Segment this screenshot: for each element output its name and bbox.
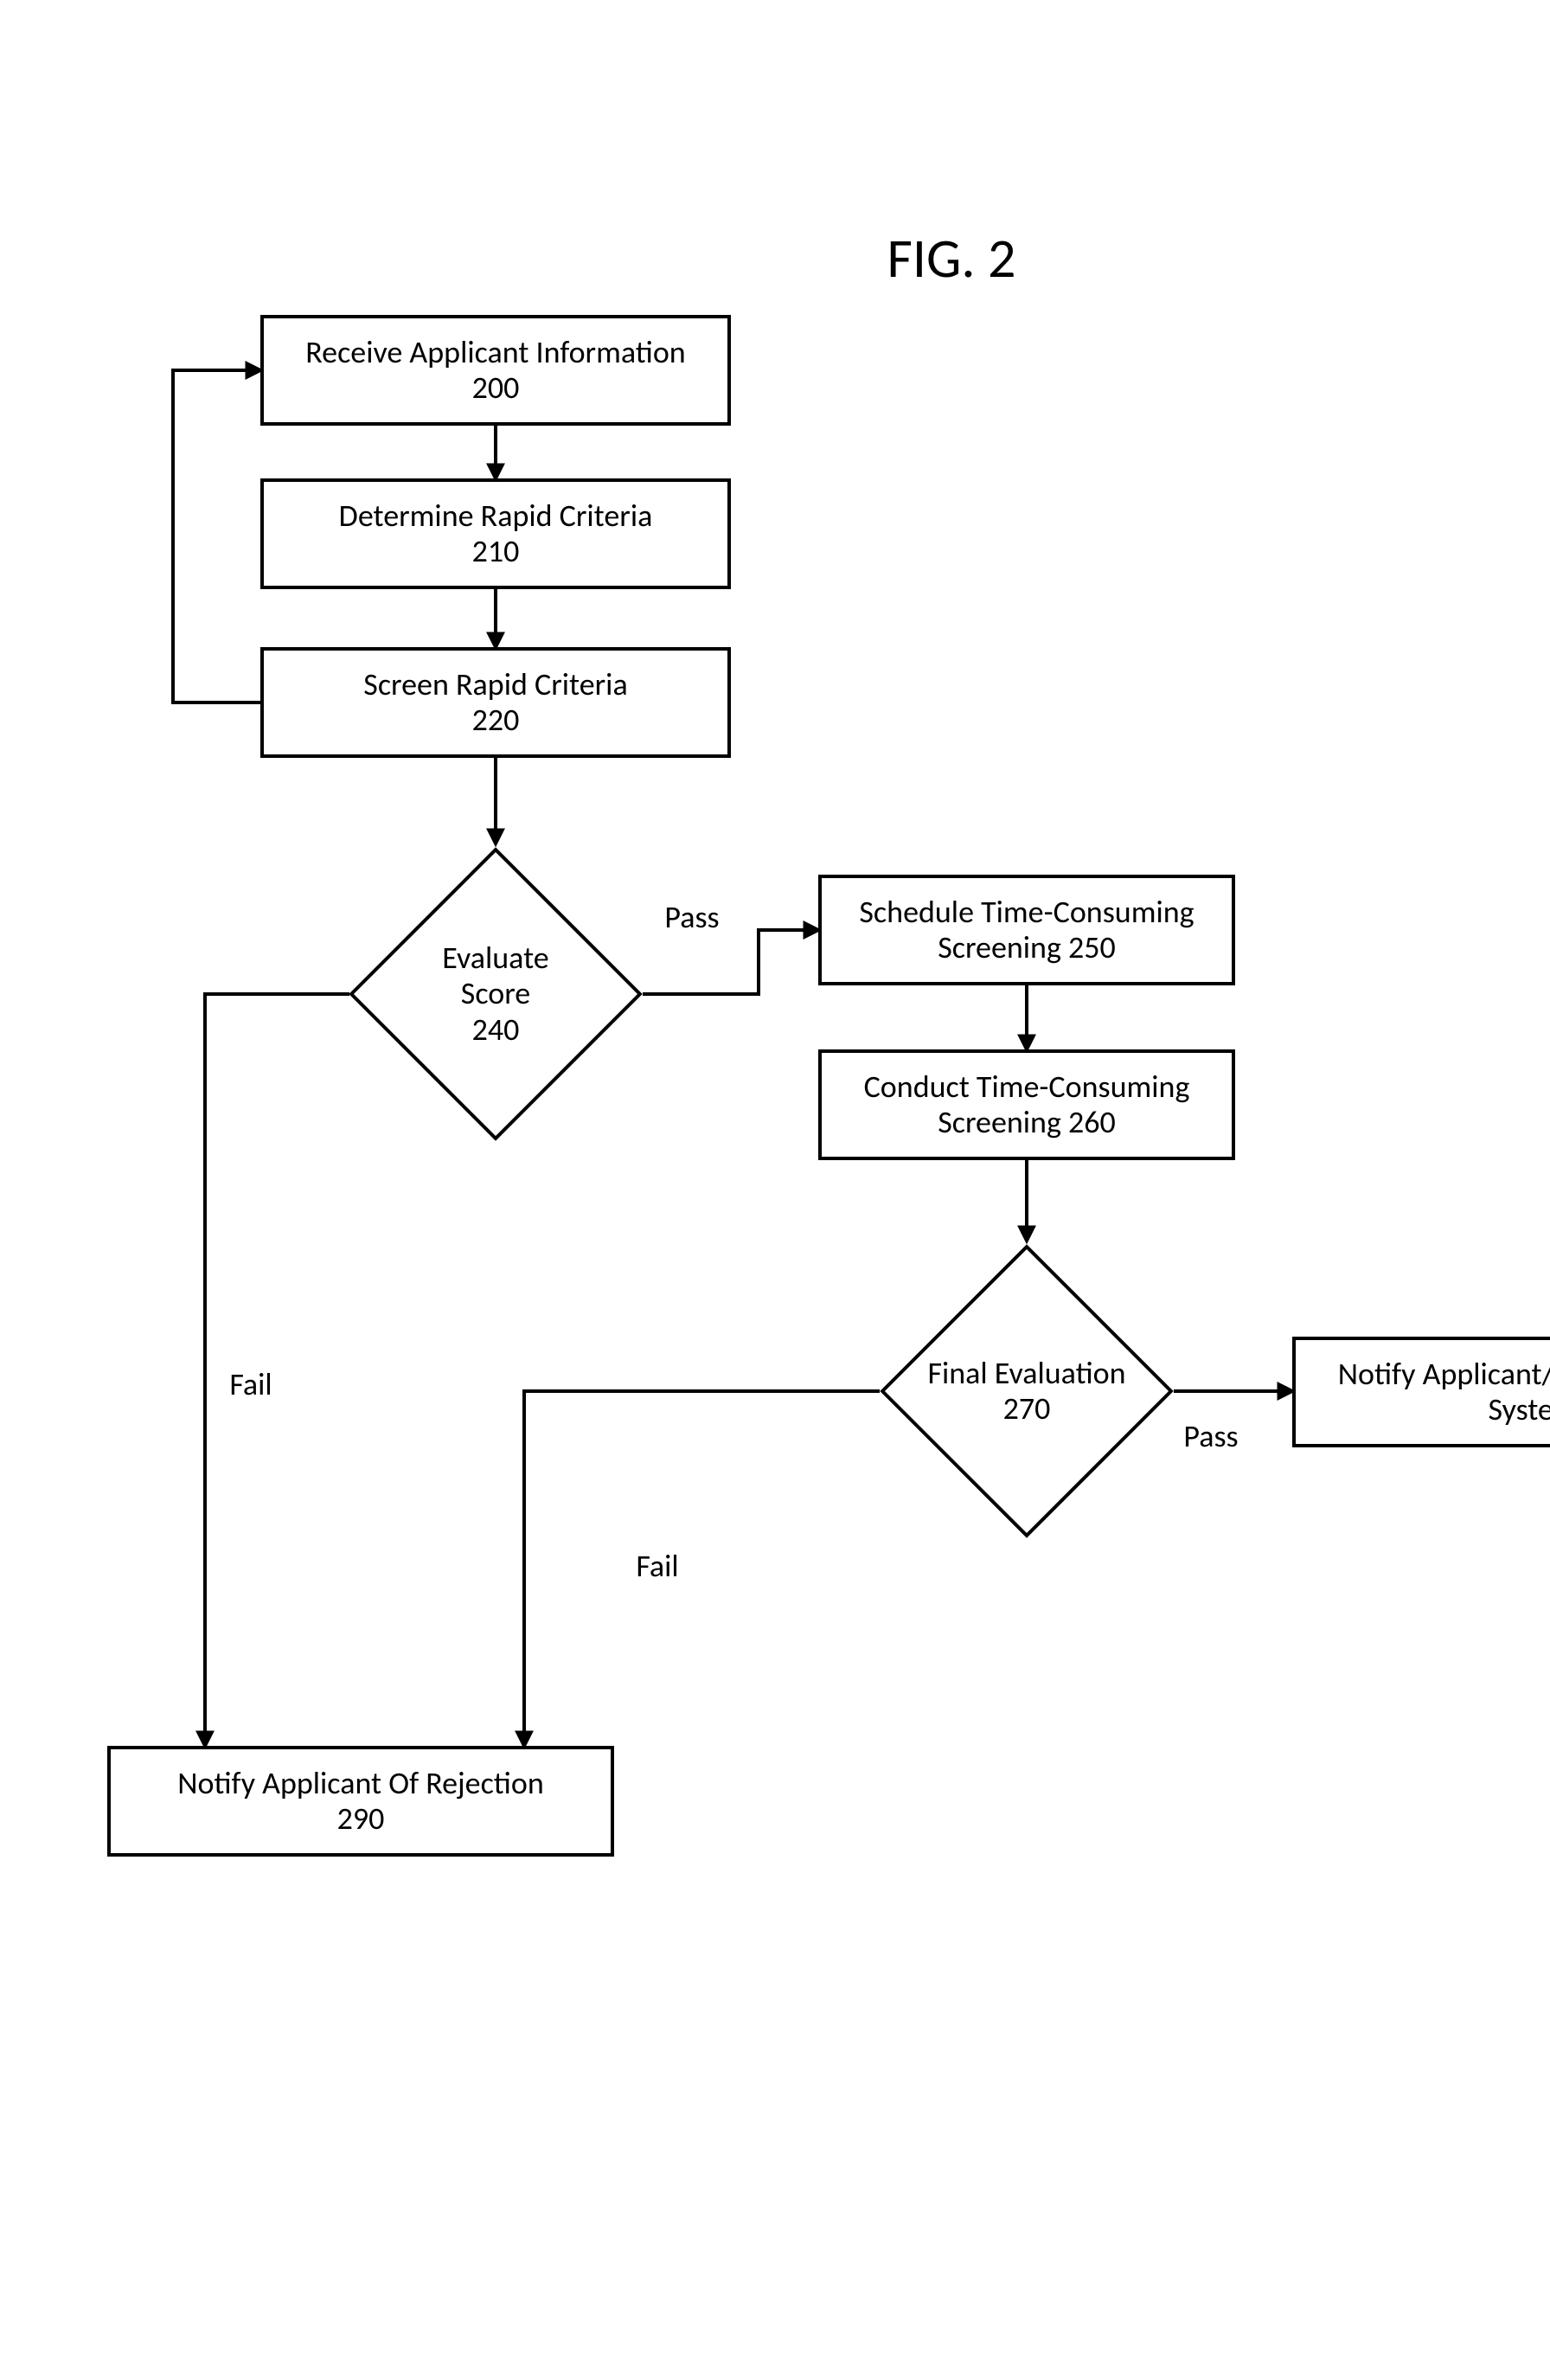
node-determine-rapid-criteria: Determine Rapid Criteria 210 — [260, 478, 731, 589]
node-final-evaluation: Final Evaluation 270 — [923, 1287, 1130, 1495]
node-notify-rejection: Notify Applicant Of Rejection 290 — [107, 1746, 614, 1857]
node-label: Notify Applicant/Pass to Placement — [1338, 1357, 1550, 1392]
node-ref: 290 — [337, 1801, 385, 1837]
edge-label-e270_290_fail: Fail — [636, 1547, 678, 1585]
node-label: Receive Applicant Information — [305, 335, 685, 370]
figure-title: FIG. 2 — [778, 225, 1124, 292]
node-ref: 270 — [1003, 1391, 1051, 1427]
node-evaluate-score: Evaluate Score 240 — [392, 890, 599, 1098]
edge-e270_290_fail — [524, 1391, 880, 1746]
node-label: Score — [461, 976, 530, 1011]
node-conduct-screening: Conduct Time-Consuming Screening 260 — [818, 1049, 1235, 1160]
flowchart-stage: FIG. 2 Receive Applicant Information 200… — [0, 0, 1550, 2380]
node-notify-pass-placement: Notify Applicant/Pass to Placement Syste… — [1292, 1337, 1550, 1447]
node-ref: 200 — [472, 370, 520, 406]
node-label: Determine Rapid Criteria — [339, 498, 653, 534]
node-label: Conduct Time-Consuming — [864, 1069, 1190, 1105]
node-ref: 220 — [472, 702, 520, 738]
node-ref: System 280 — [1489, 1392, 1550, 1427]
edge-e240_250_pass — [643, 930, 818, 994]
edge-label-e270_280_pass: Pass — [1183, 1417, 1238, 1455]
diamond-label: Evaluate Score 240 — [349, 847, 642, 1140]
node-ref: 210 — [472, 534, 520, 569]
node-label: Schedule Time-Consuming — [859, 895, 1194, 930]
node-label: Screen Rapid Criteria — [363, 667, 627, 702]
node-receive-applicant-info: Receive Applicant Information 200 — [260, 315, 731, 426]
edge-e220_200_loop — [173, 370, 260, 702]
node-screen-rapid-criteria: Screen Rapid Criteria 220 — [260, 647, 731, 758]
edges-layer — [0, 0, 1550, 2380]
node-label: Notify Applicant Of Rejection — [177, 1766, 544, 1801]
node-ref: Screening 260 — [938, 1105, 1116, 1140]
node-label: Evaluate — [442, 940, 548, 976]
node-label: Final Evaluation — [927, 1356, 1125, 1391]
node-ref: 240 — [472, 1012, 520, 1048]
node-ref: Screening 250 — [938, 930, 1116, 965]
diamond-label: Final Evaluation 270 — [880, 1244, 1173, 1537]
edge-e240_290_fail — [205, 994, 349, 1746]
node-schedule-screening: Schedule Time-Consuming Screening 250 — [818, 875, 1235, 985]
edge-label-e240_250_pass: Pass — [664, 898, 719, 936]
edge-label-e240_290_fail: Fail — [229, 1365, 272, 1403]
